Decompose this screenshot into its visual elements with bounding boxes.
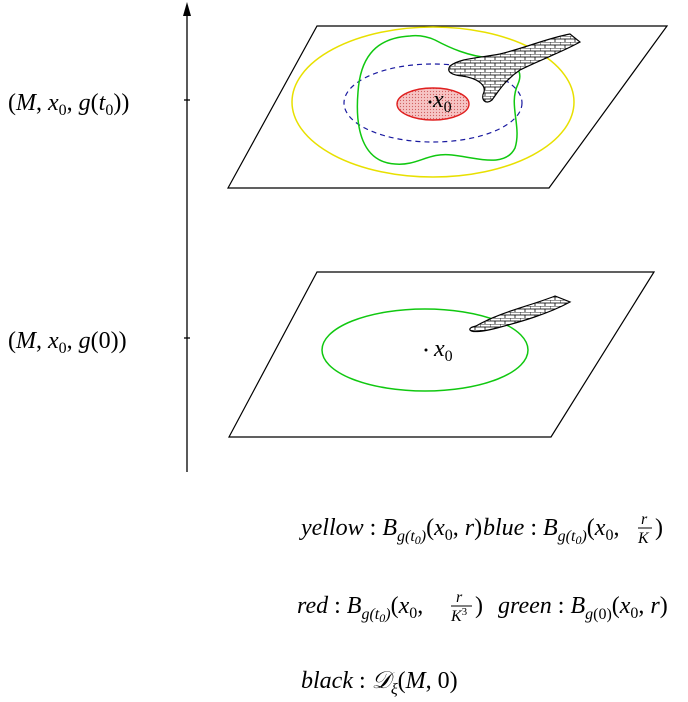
legend-red-fraction-num: r [456,589,463,606]
lower-point [424,348,428,352]
lower-axis-label: (M, x0, g(0)) [8,328,127,357]
red-ball [396,87,470,121]
yellow-ball [291,26,575,178]
blue-ball [343,63,523,143]
upper-point [428,100,432,104]
upper-axis-label: (M, x0, g(t0)) [8,90,129,119]
black-region-upper [448,33,582,103]
green-ball-lower [321,308,529,392]
time-axis-arrowhead [183,2,191,16]
black-region-lower [469,295,572,333]
legend-blue-fraction-den: K [637,530,650,547]
legend-red: red : Bg(t0)(x0, [297,593,423,625]
legend-black: black : 𝒟ξ(M, 0) [301,666,458,698]
legend-yellow: yellow : Bg(t0)(x0, r) [299,515,482,547]
legend-green: green : Bg(0)(x0, r) [498,593,668,623]
green-region-upper [356,34,521,165]
lower-plane [228,271,656,438]
upper-plane [226,25,669,189]
legend-blue-close: ) [655,515,663,541]
upper-point-label: x0 [432,87,452,116]
lower-point-label: x0 [433,336,453,365]
legend-blue: blue : Bg(t0)(x0, [483,515,619,547]
legend-red-fraction-den: K3 [450,606,468,625]
legend-blue-fraction-num: r [641,511,648,528]
legend-red-close: ) [475,593,483,619]
